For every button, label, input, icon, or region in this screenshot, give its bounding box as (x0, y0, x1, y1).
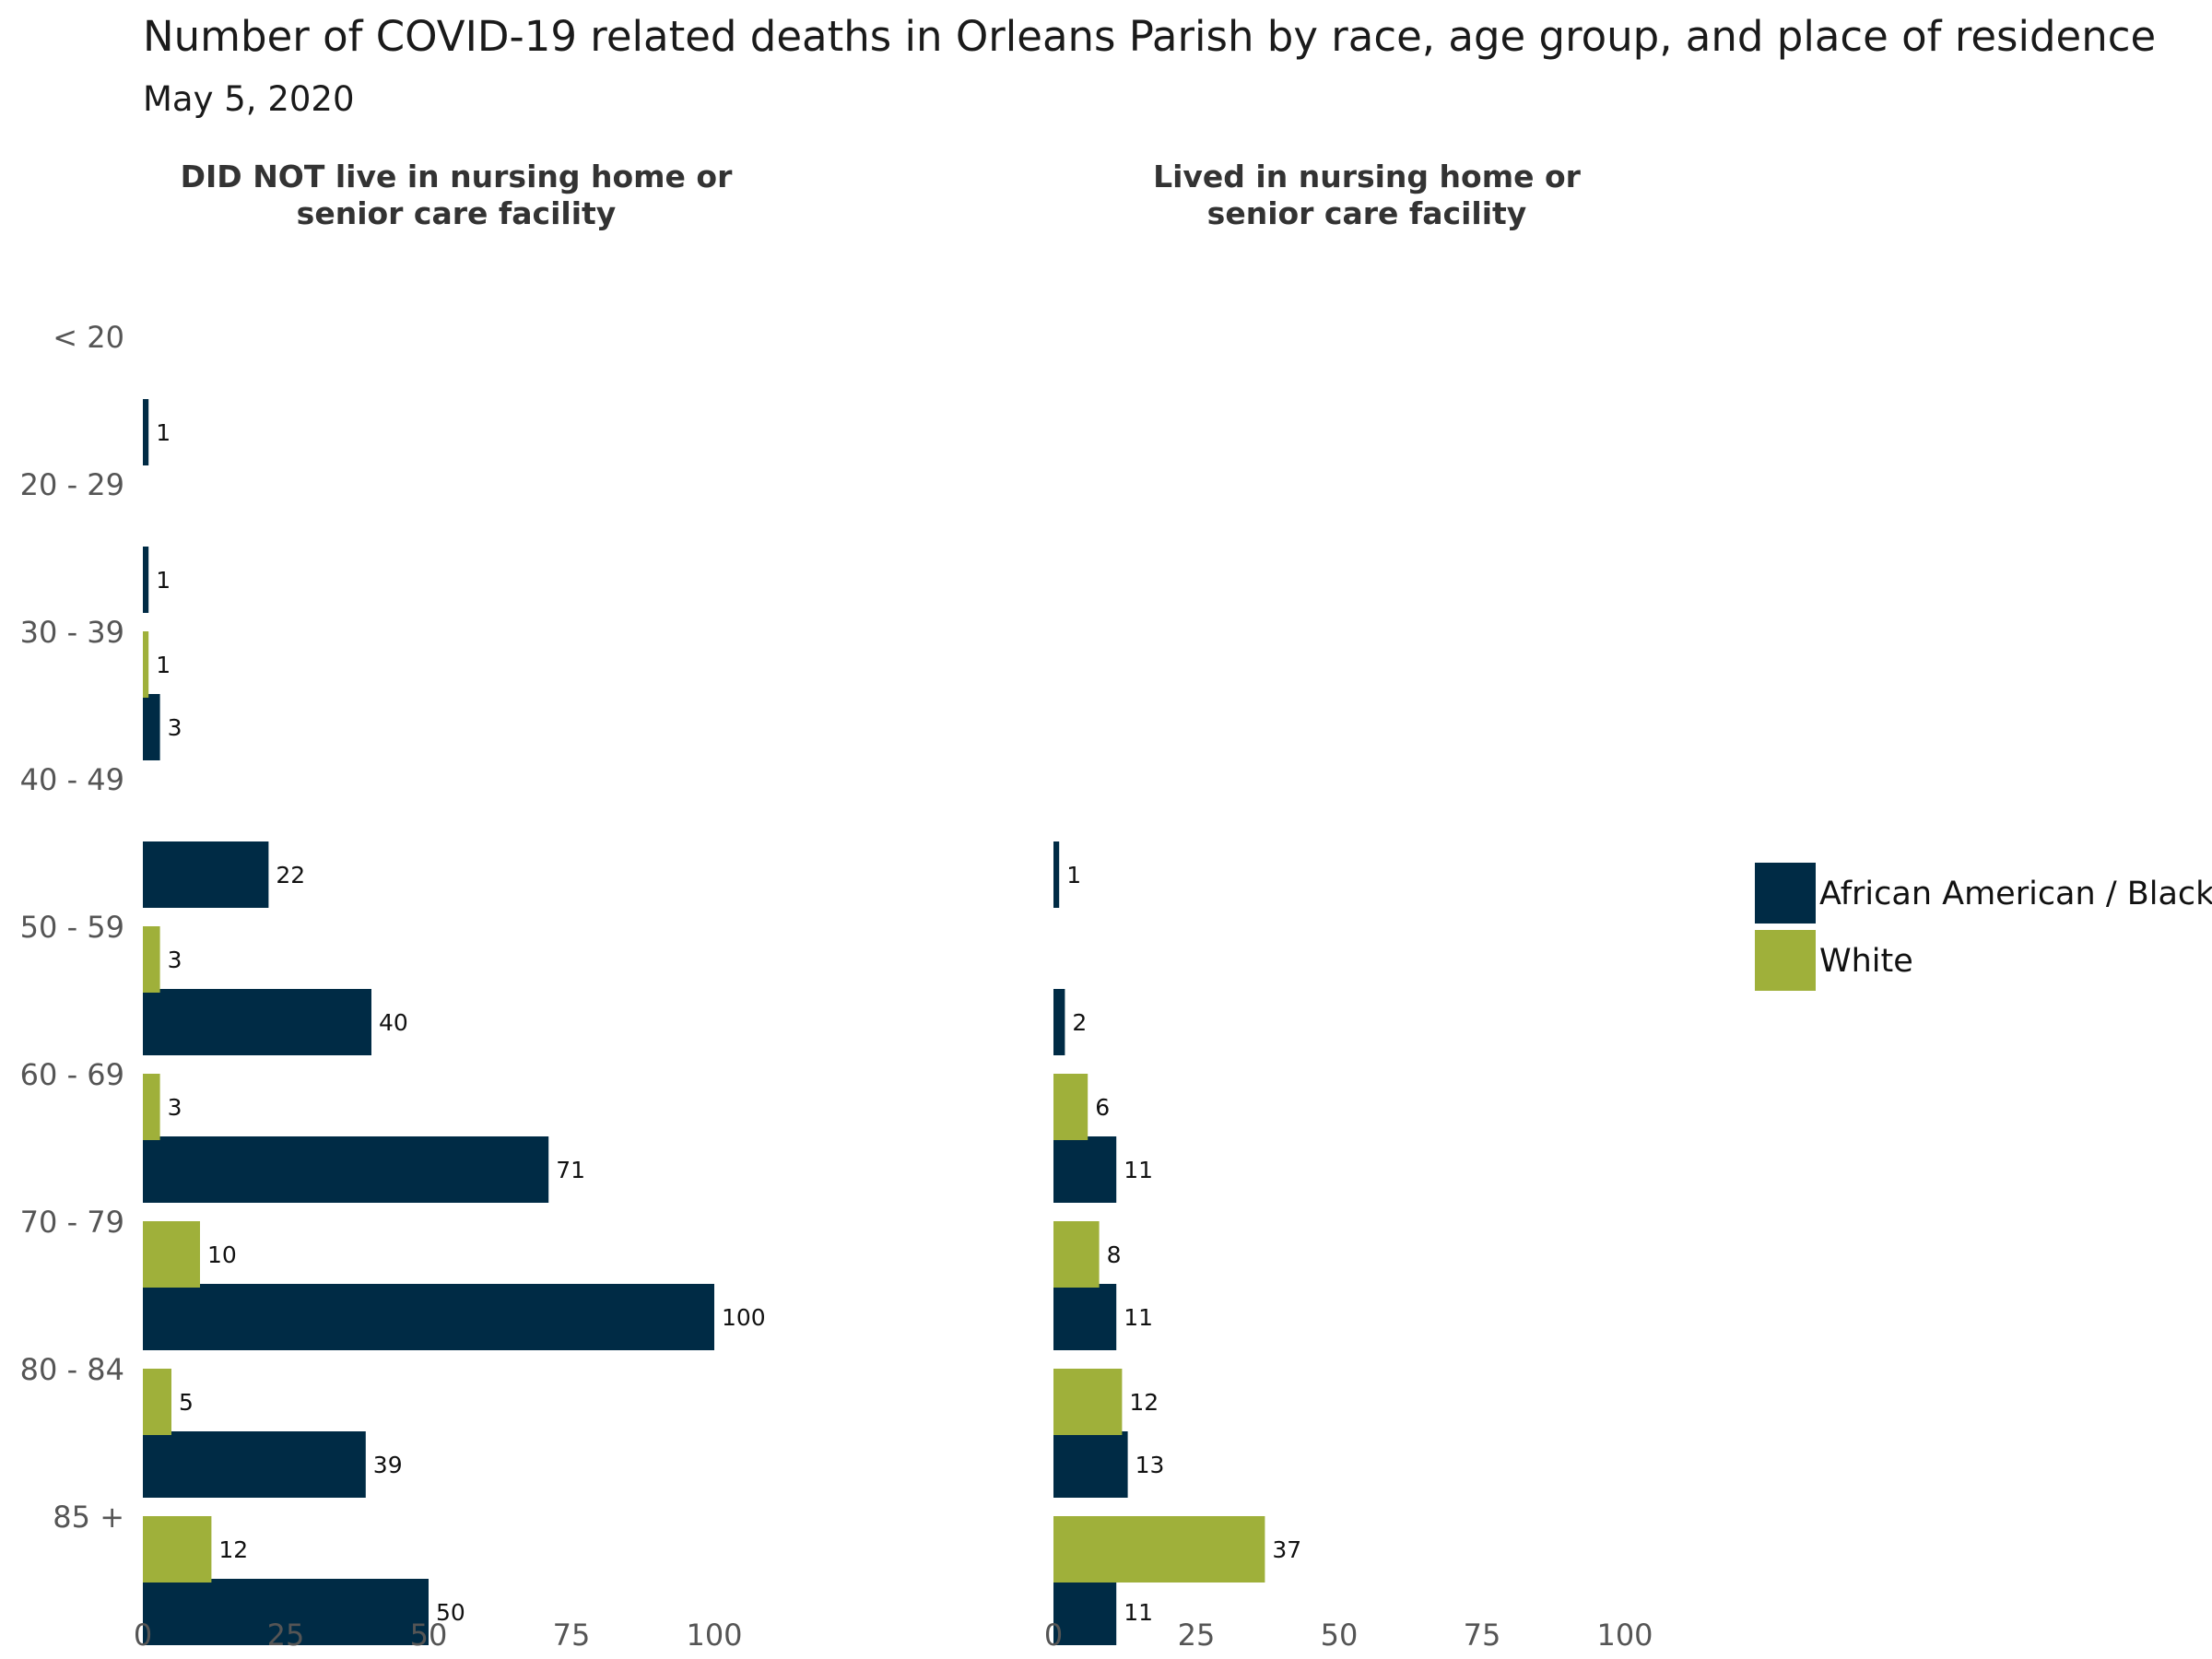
bar (1053, 1221, 1100, 1288)
bar (143, 1074, 160, 1140)
category-label: 20 - 29 (20, 467, 124, 502)
x-tick-label: 50 (410, 1618, 448, 1653)
panel-title: DID NOT live in nursing home or (181, 159, 733, 194)
data-label: 1 (156, 567, 171, 594)
bar (1053, 1136, 1117, 1203)
category-label: 85 + (53, 1500, 124, 1535)
data-label: 10 (207, 1241, 237, 1268)
bar (143, 1136, 549, 1203)
data-label: 37 (1272, 1536, 1301, 1563)
data-label: 8 (1107, 1241, 1122, 1268)
legend-swatch (1755, 930, 1816, 991)
bar (1053, 989, 1065, 1055)
data-label: 11 (1124, 1599, 1153, 1626)
bar (1053, 1284, 1117, 1350)
data-label: 11 (1124, 1304, 1153, 1331)
bar (1053, 1516, 1265, 1583)
x-tick-label: 50 (1321, 1618, 1359, 1653)
category-labels: < 20 20 - 29 30 - 39 40 - 49 50 - 59 60 - 69 7… (20, 320, 124, 1535)
category-label: 80 - 84 (20, 1352, 124, 1387)
data-label: 3 (168, 1094, 182, 1121)
data-label: 2 (1072, 1009, 1087, 1036)
legend-swatch (1755, 863, 1816, 924)
category-label: 60 - 69 (20, 1057, 124, 1092)
bar (1053, 841, 1060, 908)
data-label: 6 (1095, 1094, 1110, 1121)
bar (143, 926, 160, 993)
bar (143, 1579, 429, 1645)
x-tick-label: 100 (1596, 1618, 1653, 1653)
chart-title: Number of COVID-19 related deaths in Orl… (143, 12, 2156, 61)
chart-subtitle: May 5, 2020 (143, 79, 354, 119)
data-label: 1 (1066, 862, 1081, 888)
x-tick-label: 25 (267, 1618, 305, 1653)
bar (143, 1431, 366, 1498)
panel-title: senior care facility (297, 195, 617, 231)
bar (1053, 1431, 1128, 1498)
legend: African American / Black White (1755, 863, 2212, 991)
data-label: 1 (156, 652, 171, 678)
category-label: 30 - 39 (20, 615, 124, 650)
x-tick-label: 0 (134, 1618, 152, 1653)
category-label: 70 - 79 (20, 1205, 124, 1240)
data-label: 39 (373, 1452, 403, 1478)
data-label: 12 (1129, 1389, 1159, 1416)
bar (143, 989, 371, 1055)
bar (143, 1284, 714, 1350)
data-label: 1 (156, 419, 171, 446)
data-label: 22 (276, 862, 305, 888)
bar (143, 1516, 212, 1583)
data-label: 50 (436, 1599, 465, 1626)
data-label: 13 (1135, 1452, 1165, 1478)
data-label: 12 (218, 1536, 248, 1563)
bar (143, 694, 160, 760)
x-tick-label: 75 (553, 1618, 591, 1653)
panel-title: Lived in nursing home or (1153, 159, 1582, 194)
legend-label: White (1819, 943, 1913, 980)
bar (1053, 1074, 1088, 1140)
category-label: < 20 (53, 320, 124, 355)
x-tick-label: 0 (1044, 1618, 1063, 1653)
x-tick-label: 75 (1464, 1618, 1501, 1653)
bar (143, 547, 149, 613)
data-label: 3 (168, 714, 182, 741)
data-label: 100 (722, 1304, 766, 1331)
data-label: 3 (168, 947, 182, 973)
legend-label: African American / Black (1819, 876, 2212, 912)
x-tick-label: 100 (686, 1618, 742, 1653)
data-label: 5 (179, 1389, 194, 1416)
data-label: 71 (556, 1157, 585, 1183)
bar (143, 841, 269, 908)
x-tick-label: 25 (1178, 1618, 1216, 1653)
category-label: 40 - 49 (20, 762, 124, 797)
panel-title: senior care facility (1207, 195, 1527, 231)
bar (143, 399, 149, 465)
data-label: 40 (379, 1009, 408, 1036)
bar (1053, 1579, 1117, 1645)
bar (1053, 1369, 1123, 1435)
data-label: 11 (1124, 1157, 1153, 1183)
bar (143, 1369, 171, 1435)
bar (143, 631, 149, 698)
category-label: 50 - 59 (20, 910, 124, 945)
bar (143, 1221, 200, 1288)
